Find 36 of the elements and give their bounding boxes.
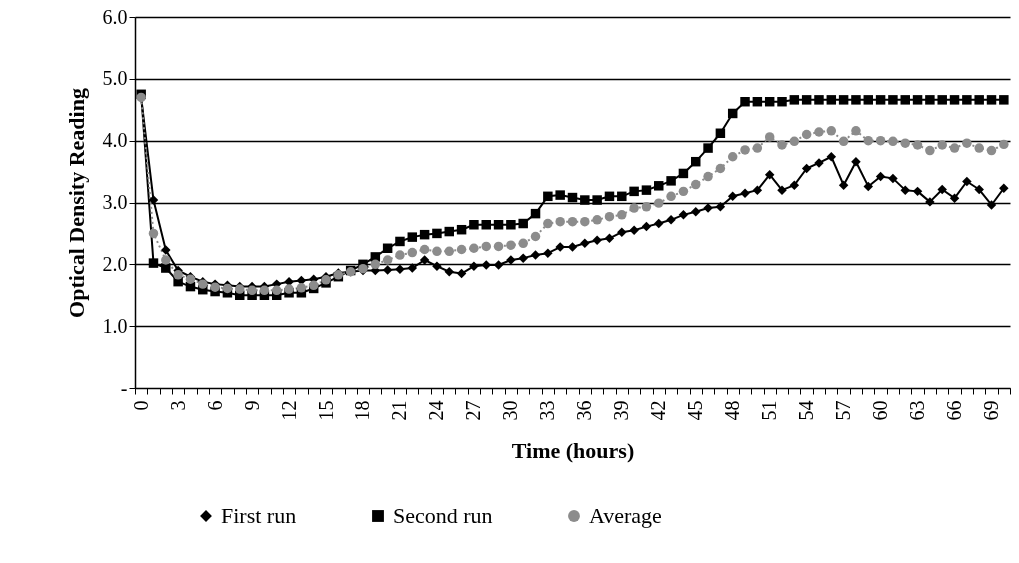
- x-tick-label: 27: [462, 400, 485, 421]
- x-tick-label: 57: [832, 400, 855, 421]
- x-tick-label: 15: [314, 400, 337, 421]
- y-tick-label: 5.0: [102, 67, 128, 90]
- x-tick-label: 33: [536, 400, 559, 421]
- y-tick-label: 3.0: [102, 191, 128, 213]
- y-tick-label: 2.0: [102, 252, 128, 275]
- x-tick-label: 6: [203, 400, 226, 411]
- y-axis-title: Optical Density Reading: [63, 88, 89, 318]
- x-tick-label: 51: [758, 400, 781, 421]
- legend-label: Second run: [393, 503, 493, 528]
- y-tick-label: -: [120, 376, 128, 399]
- x-tick-label: 48: [721, 400, 744, 421]
- x-tick-label: 69: [980, 400, 1003, 421]
- x-tick-label: 54: [795, 400, 818, 421]
- x-axis-title: Time (hours): [511, 437, 635, 463]
- x-tick-label: 9: [240, 400, 263, 411]
- x-tick-label: 12: [277, 400, 300, 421]
- y-tick-label: 6.0: [102, 5, 128, 28]
- x-tick-label: 63: [906, 400, 929, 421]
- y-tick-label: 1.0: [102, 314, 128, 337]
- x-tick-label: 39: [610, 400, 633, 421]
- x-tick-label: 3: [166, 400, 189, 411]
- x-tick-label: 66: [943, 400, 966, 421]
- x-tick-label: 21: [388, 400, 411, 421]
- x-tick-label: 24: [425, 400, 448, 421]
- legend-label: Average: [589, 503, 662, 528]
- x-tick-label: 0: [129, 400, 152, 411]
- legend-label: First run: [221, 503, 297, 528]
- x-tick-label: 42: [647, 400, 670, 421]
- x-tick-label: 30: [499, 400, 522, 421]
- x-tick-label: 60: [869, 400, 892, 421]
- y-tick-label: 4.0: [102, 129, 128, 152]
- x-tick-label: 45: [684, 400, 707, 421]
- x-tick-label: 18: [351, 400, 374, 421]
- x-tick-label: 36: [573, 400, 596, 421]
